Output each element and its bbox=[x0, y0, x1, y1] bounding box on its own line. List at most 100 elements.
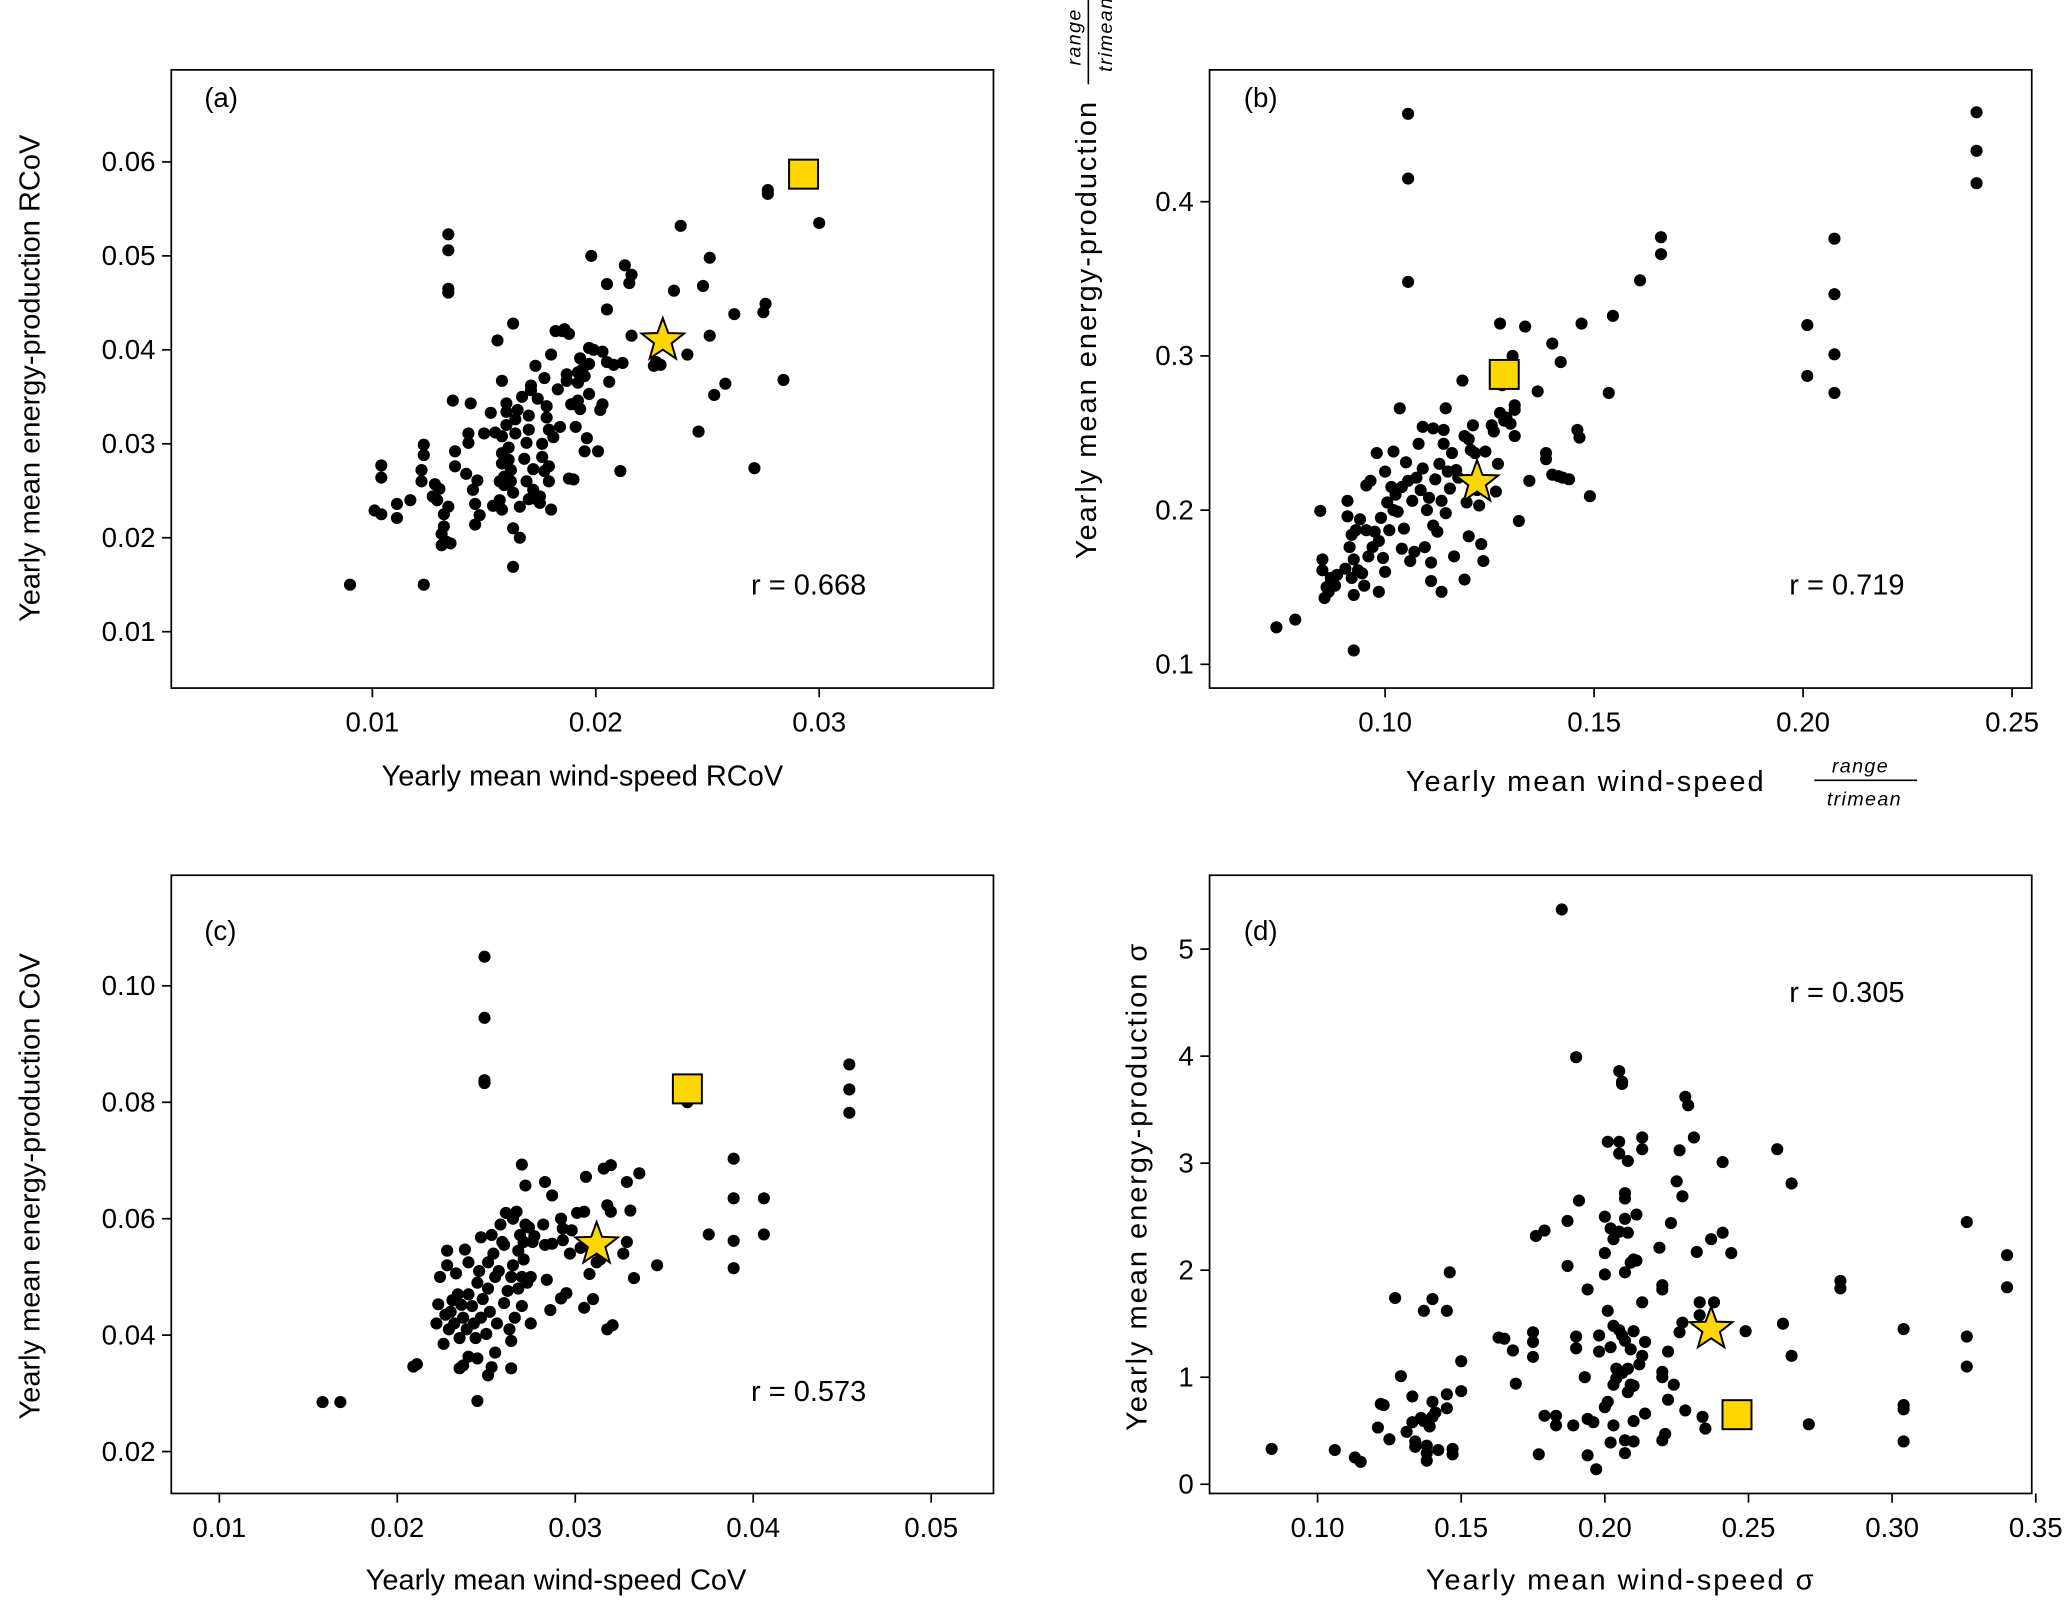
data-point bbox=[510, 1205, 523, 1218]
data-point bbox=[465, 1299, 479, 1313]
data-point bbox=[1639, 1407, 1652, 1420]
y-tick-label: 0.02 bbox=[102, 1436, 156, 1467]
correlation-label: r = 0.305 bbox=[1789, 977, 1904, 1009]
data-point bbox=[494, 1218, 507, 1231]
data-point bbox=[390, 511, 404, 525]
data-point bbox=[404, 494, 417, 507]
data-point bbox=[1440, 1388, 1453, 1401]
data-point bbox=[474, 1311, 488, 1324]
data-point bbox=[1621, 1154, 1634, 1168]
data-point bbox=[1446, 1442, 1459, 1455]
data-point bbox=[1613, 1065, 1626, 1078]
data-point bbox=[471, 1352, 484, 1365]
fraction-numerator: range bbox=[1063, 8, 1085, 65]
x-axis-label-fraction: range trimean bbox=[1814, 755, 1918, 810]
data-point bbox=[1356, 567, 1369, 580]
data-point bbox=[433, 1270, 447, 1283]
data-point bbox=[1656, 1283, 1669, 1296]
data-point bbox=[390, 497, 404, 510]
data-point bbox=[1570, 1051, 1583, 1064]
data-point bbox=[493, 494, 506, 507]
data-point bbox=[1399, 456, 1413, 469]
data-point bbox=[1498, 1332, 1511, 1345]
data-point bbox=[462, 427, 475, 440]
data-point bbox=[509, 427, 522, 440]
data-point bbox=[1330, 568, 1344, 581]
data-point bbox=[1429, 1406, 1442, 1419]
highlight-star-marker bbox=[572, 1219, 621, 1265]
data-point bbox=[448, 445, 462, 458]
data-point bbox=[517, 1253, 530, 1266]
data-point bbox=[375, 508, 388, 521]
data-point bbox=[545, 503, 558, 516]
data-point bbox=[1539, 453, 1553, 466]
data-point bbox=[462, 1256, 475, 1269]
data-point bbox=[1379, 565, 1392, 578]
data-point bbox=[1583, 490, 1596, 503]
data-point bbox=[1328, 579, 1342, 592]
data-point bbox=[1897, 1403, 1910, 1416]
data-point bbox=[1707, 1296, 1721, 1309]
data-point bbox=[651, 1259, 664, 1272]
data-point bbox=[1426, 1395, 1439, 1408]
data-point bbox=[544, 1304, 557, 1317]
data-point bbox=[1394, 1370, 1407, 1383]
data-point bbox=[1828, 232, 1841, 245]
y-tick-label: 0.10 bbox=[102, 970, 156, 1001]
data-point bbox=[458, 1243, 471, 1256]
data-point bbox=[1661, 1345, 1675, 1358]
data-point bbox=[1519, 320, 1532, 333]
data-point bbox=[1567, 1419, 1580, 1432]
data-point bbox=[1341, 510, 1354, 523]
data-point bbox=[441, 1259, 454, 1272]
data-point bbox=[1431, 525, 1444, 538]
x-axis-label: Yearly mean wind-speed σ bbox=[1426, 1565, 1816, 1597]
x-tick-label: 0.35 bbox=[2009, 1512, 2063, 1543]
data-point bbox=[524, 379, 538, 392]
data-point bbox=[1581, 1283, 1594, 1296]
data-point bbox=[596, 398, 609, 411]
data-point bbox=[444, 537, 457, 550]
data-point bbox=[507, 317, 520, 330]
data-point bbox=[522, 1221, 536, 1234]
y-tick-label: 0.2 bbox=[1155, 494, 1193, 525]
data-point bbox=[1412, 437, 1425, 450]
data-point bbox=[551, 383, 564, 396]
data-point bbox=[442, 228, 455, 241]
data-point bbox=[473, 509, 486, 522]
data-point bbox=[520, 475, 533, 488]
data-point bbox=[1410, 471, 1423, 484]
data-point bbox=[727, 1192, 740, 1205]
data-point bbox=[1397, 522, 1410, 535]
data-point bbox=[453, 1331, 466, 1345]
data-point bbox=[1627, 1379, 1640, 1392]
data-point bbox=[1630, 1208, 1643, 1221]
data-point bbox=[696, 279, 710, 293]
data-point bbox=[1575, 317, 1588, 330]
data-point bbox=[522, 409, 535, 422]
panel-label: (d) bbox=[1244, 915, 1278, 946]
y-tick-label: 0.03 bbox=[102, 428, 156, 459]
data-point bbox=[569, 420, 582, 433]
data-point bbox=[1425, 556, 1438, 569]
data-point bbox=[1659, 1427, 1672, 1441]
data-point bbox=[437, 1337, 450, 1350]
data-point bbox=[1440, 1402, 1453, 1415]
data-point bbox=[1418, 541, 1431, 554]
data-point bbox=[1372, 585, 1385, 598]
data-point bbox=[1716, 1226, 1729, 1239]
data-point bbox=[1897, 1322, 1910, 1336]
x-tick-label: 0.01 bbox=[192, 1512, 246, 1543]
highlight-square-marker bbox=[1488, 358, 1520, 390]
data-point bbox=[1374, 511, 1387, 524]
data-point bbox=[515, 1158, 528, 1171]
data-point bbox=[441, 1244, 454, 1257]
axes-frame bbox=[1208, 69, 2033, 689]
data-point bbox=[574, 352, 587, 365]
data-point bbox=[442, 282, 455, 295]
data-point bbox=[502, 453, 515, 466]
data-point bbox=[1613, 1135, 1626, 1148]
data-point bbox=[1526, 1350, 1540, 1363]
data-point bbox=[1676, 1190, 1689, 1203]
data-point bbox=[1682, 1099, 1695, 1112]
